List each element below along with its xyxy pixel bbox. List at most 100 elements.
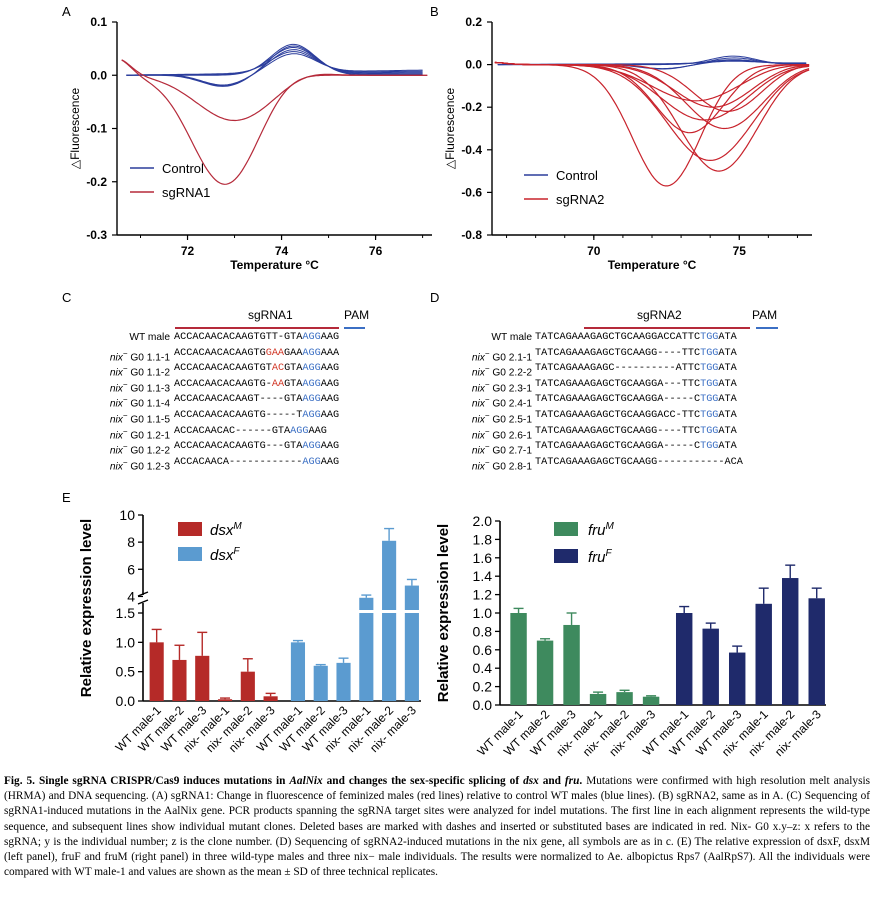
control-curve (126, 45, 423, 87)
row-label: nix− G0 1.1-5 (60, 408, 170, 428)
row-label-sup: − (122, 348, 128, 358)
figure-caption: Fig. 5. Single sgRNA CRISPR/Cas9 induces… (4, 774, 870, 880)
y-tick-label: 2.0 (473, 513, 493, 529)
sequence-row: TATCAGAAAGAGC----------ATTCTGGATA (535, 361, 737, 377)
sequence-segment: TATCAGAAAGAGC----------ATTC (535, 363, 701, 375)
y-tick-label: 0.0 (90, 68, 107, 82)
sequence-row: ACCACAACACAAGT----GTAAGGAAG (174, 392, 339, 408)
legend-label: dsxM (210, 521, 242, 539)
alignment-d: sgRNA2 PAM WT male TATCAGAAAGAGCTGCAAGGACCA… (432, 308, 842, 483)
x-tick-label: 76 (369, 244, 383, 258)
guide-bar (584, 327, 750, 329)
y-tick-label: -0.1 (86, 122, 107, 136)
bar-dsxM (263, 696, 278, 701)
sequence-segment: AAA (320, 347, 340, 359)
row-label-id: G0 2.2-2 (489, 367, 532, 379)
bar-dsxM (195, 655, 210, 701)
y-tick-label: 10 (119, 507, 135, 523)
bar-dsxF-upper (359, 597, 374, 610)
control-curve (126, 51, 423, 76)
sequence-row: TATCAGAAAGAGCTGCAAGG-----------ACA (535, 455, 743, 471)
sequence-segment: ACCACAACACAAGTGT (174, 363, 272, 375)
row-label: nix− G0 1.1-1 (60, 346, 170, 366)
sequence-segment: ACCACAACACAAGTG- (174, 378, 272, 390)
sequence-row: ACCACAACACAAGTG---GTAAGGAAG (174, 439, 339, 455)
row-label-id: G0 2.1-1 (489, 351, 532, 363)
sequence-segment: AAG (320, 394, 340, 406)
legend-swatch (178, 547, 202, 561)
legend-superscript: F (233, 546, 240, 557)
y-axis-label: Relative expression level (78, 519, 95, 697)
caption-fig-label: Fig. 5. (4, 775, 35, 787)
row-label-gene: nix (109, 351, 123, 363)
y-tick-label: 0.0 (465, 58, 482, 72)
row-label-id: G0 1.1-2 (127, 367, 170, 379)
sequence-segment: ATA (718, 410, 737, 421)
sequence-segment: AAG (320, 332, 340, 343)
row-label-gene: nix (471, 414, 485, 426)
sequence-segment: TATCAGAAAGAGCTGCAAGG----TTC (535, 425, 701, 437)
sequence-row: TATCAGAAAGAGCTGCAAGG----TTCTGGATA (535, 346, 737, 362)
sequence-segment: ACCACAACACAAGTG-----T (174, 410, 303, 421)
pam-segment: AGG (290, 425, 309, 437)
row-label-sup: − (122, 395, 128, 405)
panel-label-b: B (430, 4, 439, 19)
sequence-segment: ACCACAACAC------GTA (174, 425, 291, 437)
bar-fruF (808, 598, 825, 705)
row-label-id: G0 2.6-1 (489, 429, 532, 441)
sequence-segment: AAG (320, 456, 340, 468)
pam-bar (756, 327, 778, 329)
bar-fruM (616, 692, 633, 705)
bar-fruF (728, 652, 746, 705)
legend-superscript: M (233, 521, 242, 532)
y-tick-label: 1.4 (473, 568, 493, 584)
sequence-segment: GTA (284, 378, 303, 390)
melt-curve-chart-a: 0.1 0.0 -0.1 -0.2 -0.3 72 74 76 Temperature °C △F… (68, 15, 432, 272)
bar-fruF (702, 628, 719, 705)
caption-title-3: and changes the sex-specific splicing of (322, 775, 524, 787)
x-tick-label: 70 (587, 244, 601, 258)
x-tick-label: 74 (275, 244, 289, 258)
bar-fruM (589, 693, 607, 705)
bar-fruM (642, 696, 660, 705)
row-label-sup: − (122, 364, 128, 374)
bar-dsxF (313, 665, 328, 701)
guide-bar (175, 327, 339, 329)
guide-label: sgRNA2 (637, 308, 682, 322)
row-label-gene: nix (109, 398, 123, 410)
row-label: nix− G0 2.7-1 (432, 439, 532, 459)
row-label-id: G0 1.1-3 (127, 383, 170, 395)
pam-segment: TGG (700, 410, 719, 421)
sequence-row: TATCAGAAAGAGCTGCAAGGA---TTCTGGATA (535, 377, 737, 393)
sequence-segment: ACCACAACA------------ (174, 456, 303, 468)
pam-label: PAM (752, 308, 778, 322)
sequence-row: TATCAGAAAGAGCTGCAAGG----TTCTGGATA (535, 424, 737, 440)
row-label-gene: nix (471, 461, 485, 473)
sequence-segment: ATA (718, 363, 737, 375)
row-label-gene: nix (471, 367, 485, 379)
bar-dsxF (382, 613, 397, 701)
y-tick-label: -0.4 (461, 143, 482, 157)
bar-dsxF (404, 613, 419, 701)
row-label-id: G0 1.1-1 (127, 351, 170, 363)
y-tick-label: -0.2 (86, 175, 107, 189)
pam-segment: TGG (700, 441, 719, 453)
bar-dsxF (336, 662, 351, 701)
pam-segment: AGG (302, 347, 321, 359)
sequence-segment: AAG (308, 425, 327, 437)
row-label-id: G0 1.1-5 (127, 414, 170, 426)
caption-title-4: dsx (523, 775, 539, 787)
x-tick-label: 75 (733, 244, 747, 258)
row-label-gene: nix (109, 383, 123, 395)
y-tick-label: 1.8 (473, 531, 493, 547)
y-tick-label: -0.2 (461, 100, 482, 114)
mutant-curve (494, 61, 810, 172)
sequence-segment: TATCAGAAAGAGCTGCAAGGA-----C (535, 441, 701, 453)
row-label: nix− G0 1.2-1 (60, 424, 170, 444)
bar-fruM (536, 640, 554, 705)
bar-dsxF (290, 642, 306, 701)
panel-label-c: C (62, 290, 72, 305)
sequence-segment: ATA (718, 441, 737, 453)
mutation-segment: AC (271, 363, 285, 375)
pam-segment: TGG (700, 347, 719, 359)
